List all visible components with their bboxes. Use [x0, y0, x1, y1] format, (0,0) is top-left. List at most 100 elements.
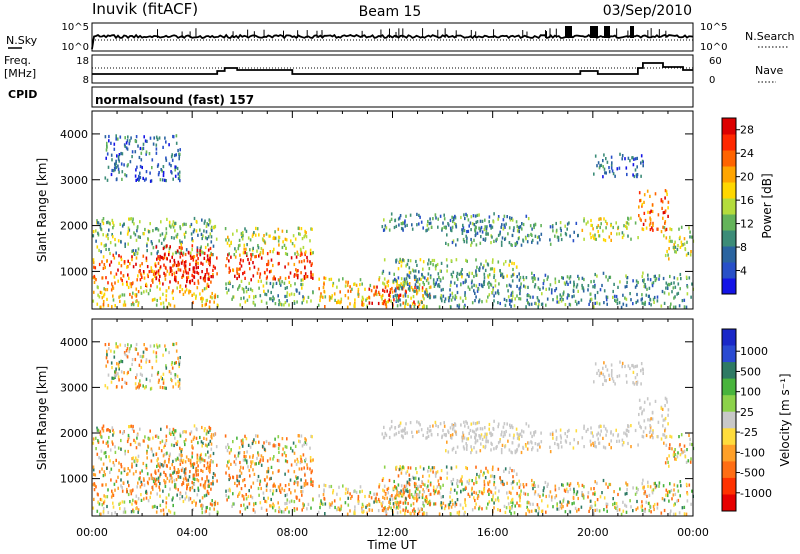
- velocity-cell: [293, 508, 296, 513]
- power-cell: [618, 166, 621, 170]
- velocity-cell: [298, 439, 300, 443]
- velocity-cell: [411, 509, 414, 513]
- power-cell: [488, 280, 490, 285]
- power-cell: [387, 284, 389, 288]
- velocity-cell: [104, 451, 107, 455]
- velocity-cell: [638, 398, 641, 402]
- power-cell: [230, 255, 232, 259]
- power-cell: [106, 221, 108, 225]
- power-cell: [207, 223, 210, 227]
- velocity-cell: [389, 501, 391, 505]
- velocity-cell: [488, 492, 490, 496]
- power-cell: [556, 295, 558, 299]
- velocity-cell: [534, 484, 536, 488]
- power-cell: [149, 222, 151, 226]
- velocity-cell: [590, 443, 592, 447]
- power-cell: [180, 251, 183, 255]
- velocity-cell: [211, 503, 213, 507]
- velocity-cell: [246, 461, 248, 465]
- velocity-cell: [179, 434, 182, 438]
- power-cell: [569, 280, 572, 284]
- velocity-cell: [277, 435, 280, 439]
- velocity-cell: [569, 487, 572, 491]
- power-cell: [251, 234, 254, 238]
- power-cell: [177, 267, 180, 271]
- power-cell: [397, 299, 400, 303]
- power-cell: [158, 136, 161, 140]
- velocity-cell: [548, 494, 551, 498]
- y-tick-label: 4000: [60, 128, 88, 141]
- velocity-cell: [411, 435, 414, 439]
- velocity-cell: [493, 475, 496, 479]
- power-cell: [649, 194, 651, 198]
- power-cell: [617, 225, 620, 229]
- velocity-cell: [165, 348, 167, 352]
- velocity-cell: [613, 490, 615, 494]
- power-cell: [390, 299, 392, 303]
- velocity-cell: [142, 354, 145, 358]
- power-cell: [282, 240, 284, 244]
- power-cell: [242, 231, 244, 235]
- power-cell: [427, 272, 430, 276]
- power-cell: [196, 270, 198, 274]
- velocity-cell: [427, 479, 430, 483]
- power-cell: [652, 297, 655, 301]
- velocity-cell: [130, 510, 133, 514]
- power-cell: [611, 169, 614, 173]
- power-cell: [461, 273, 463, 277]
- power-cell: [686, 240, 688, 244]
- power-cell: [145, 170, 148, 174]
- power-cell: [239, 258, 242, 262]
- velocity-cell: [608, 377, 611, 381]
- velocity-cell: [111, 492, 114, 496]
- power-cell: [355, 283, 358, 287]
- velocity-cell: [296, 476, 298, 480]
- power-cell: [146, 265, 149, 269]
- velocity-cell: [536, 443, 539, 447]
- velocity-cell: [440, 495, 443, 499]
- power-cell: [502, 218, 505, 222]
- velocity-cell: [471, 492, 473, 496]
- power-cell: [171, 153, 173, 157]
- power-cell: [484, 268, 487, 272]
- velocity-cell: [172, 459, 174, 463]
- velocity-cell: [203, 429, 206, 433]
- power-cell: [329, 296, 332, 300]
- power-cell: [92, 261, 95, 265]
- power-cell: [270, 290, 272, 295]
- velocity-cell: [626, 428, 629, 432]
- velocity-cell: [228, 477, 230, 482]
- power-cell: [511, 218, 514, 222]
- velocity-cell: [355, 490, 358, 494]
- velocity-cell: [407, 509, 409, 513]
- power-cell: [471, 222, 474, 226]
- velocity-cell: [195, 467, 197, 472]
- velocity-cell: [618, 439, 621, 443]
- power-cell: [636, 292, 638, 297]
- power-cell: [454, 297, 456, 301]
- velocity-cell: [294, 489, 296, 493]
- velocity-cell: [531, 483, 533, 487]
- velocity-cell: [442, 483, 444, 487]
- power-cell: [383, 289, 386, 293]
- power-colorbar-tick-label: 8: [740, 241, 747, 254]
- velocity-cell: [506, 481, 508, 485]
- power-x-tick-marks: [91, 111, 694, 309]
- velocity-cell: [117, 475, 119, 479]
- power-cell: [689, 230, 691, 234]
- velocity-cell: [683, 512, 686, 516]
- power-cell: [562, 276, 564, 280]
- velocity-cell: [613, 501, 616, 505]
- power-cell: [359, 283, 361, 287]
- power-cell: [560, 233, 562, 237]
- power-cell: [284, 265, 286, 269]
- velocity-cell: [156, 345, 159, 349]
- power-cell: [427, 277, 429, 281]
- power-cell: [383, 277, 386, 281]
- power-cell: [478, 300, 480, 304]
- power-cell: [635, 300, 637, 305]
- nsky-strip-frame: [91, 22, 694, 52]
- power-cell: [300, 282, 302, 287]
- velocity-cell: [390, 419, 393, 424]
- velocity-cell: [476, 421, 479, 425]
